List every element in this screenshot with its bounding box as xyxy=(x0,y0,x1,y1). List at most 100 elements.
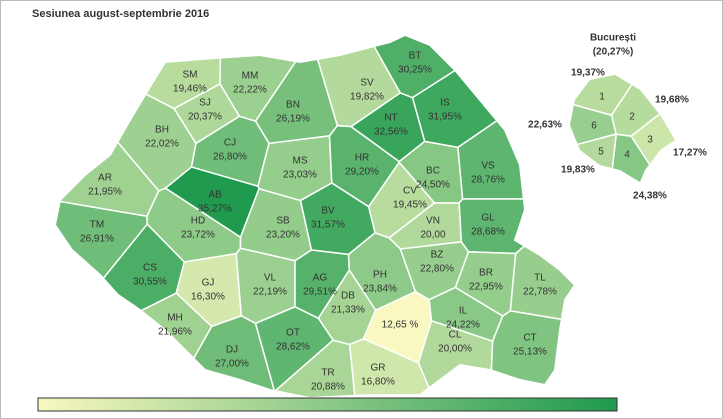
county-value: 21,96% xyxy=(158,327,192,338)
county-value: 22,80% xyxy=(420,264,454,275)
sector xyxy=(570,75,617,182)
county-code: SM xyxy=(183,70,198,81)
county-value: 28,76% xyxy=(471,175,505,186)
county-code: SJ xyxy=(199,98,211,109)
county-value: 23,20% xyxy=(266,230,300,241)
county-code: HD xyxy=(191,216,205,227)
county-value: 21,33% xyxy=(331,305,365,316)
sector-name: 4 xyxy=(624,150,630,161)
county-value: 22,22% xyxy=(233,85,267,96)
county-code: AB xyxy=(208,190,222,201)
county-value: 31,95% xyxy=(428,112,462,123)
sector xyxy=(582,133,675,182)
county-code: VN xyxy=(426,216,440,227)
county-value: 22,95% xyxy=(469,282,503,293)
county xyxy=(349,92,426,163)
county-value: 24,22% xyxy=(446,320,480,331)
county-code: CT xyxy=(523,333,536,344)
county-code: MH xyxy=(167,313,183,324)
county-code: CL xyxy=(449,330,462,341)
county-code: BR xyxy=(479,268,493,279)
sector-value: 19,37% xyxy=(571,68,605,79)
county-code: CS xyxy=(143,263,157,274)
county-code: MS xyxy=(293,156,308,167)
county-code: AR xyxy=(98,173,112,184)
county-value: 28,62% xyxy=(276,342,310,353)
county-value: 26,80% xyxy=(213,152,247,163)
county-value: 29,51% xyxy=(303,287,337,298)
county xyxy=(509,130,575,348)
county-value: 20,00% xyxy=(438,344,472,355)
county-value: 22,78% xyxy=(523,287,557,298)
sector-name: 5 xyxy=(598,147,604,158)
sector-name: 6 xyxy=(591,121,597,132)
county-code: IL xyxy=(459,306,468,317)
county-code: BT xyxy=(409,51,422,62)
county-value: 26,19% xyxy=(276,114,310,125)
county-code: SB xyxy=(276,216,290,227)
county-code: MM xyxy=(242,71,259,82)
county-value: 20,00 xyxy=(420,230,445,241)
county-value: 31,57% xyxy=(311,220,345,231)
county-value: 26,91% xyxy=(80,234,114,245)
color-bar xyxy=(37,397,618,412)
county-code: GJ xyxy=(202,278,215,289)
county-code: TM xyxy=(90,220,104,231)
county-value: 19,46% xyxy=(173,84,207,95)
inset-label: (20,27%) xyxy=(593,47,634,58)
county-value: 29,20% xyxy=(345,167,379,178)
sector-name: 3 xyxy=(647,135,653,146)
county-code: OT xyxy=(286,328,300,339)
county-code: SV xyxy=(360,78,374,89)
county-code: GL xyxy=(481,213,495,224)
county xyxy=(348,337,444,398)
county-value: 27,00% xyxy=(215,359,249,370)
map-title: Sesiunea august-septembrie 2016 xyxy=(32,8,209,20)
county-code: VS xyxy=(481,161,495,172)
county-code: IS xyxy=(440,98,450,109)
county-code: GR xyxy=(371,363,386,374)
county-value: 21,95% xyxy=(88,187,122,198)
county-value: 23,03% xyxy=(283,170,317,181)
county-code: AG xyxy=(313,273,328,284)
county-value: 22,02% xyxy=(145,139,179,150)
sector-value: 22,63% xyxy=(528,120,562,131)
county-value: 22,19% xyxy=(253,287,287,298)
county-value: 35,27% xyxy=(198,204,232,215)
county-code: NT xyxy=(384,113,397,124)
county-value: 23,72% xyxy=(181,230,215,241)
county-code: BH xyxy=(155,125,169,136)
county-value: 12,65 % xyxy=(382,320,419,331)
county-value: 16,80% xyxy=(361,377,395,388)
county-value: 30,25% xyxy=(398,65,432,76)
county-code: TL xyxy=(534,273,546,284)
county-code: BN xyxy=(286,100,300,111)
county-code: DB xyxy=(341,291,355,302)
sector-value: 17,27% xyxy=(673,148,707,159)
county-value: 28,68% xyxy=(471,227,505,238)
county-value: 20,88% xyxy=(311,382,345,393)
sector-name: 1 xyxy=(599,92,605,103)
county-value: 30,55% xyxy=(133,277,167,288)
sector-value: 19,83% xyxy=(561,165,595,176)
county-value: 24,50% xyxy=(416,180,450,191)
county-value: 23,84% xyxy=(363,284,397,295)
labels: SM 19,46% MM 22,22% BT 30,25% SV 19,82% BH 22,02%… xyxy=(80,51,707,393)
county-code: BV xyxy=(321,206,335,217)
county-value: 19,45% xyxy=(393,200,427,211)
sector-value: 24,38% xyxy=(633,191,667,202)
county-value: 25,13% xyxy=(513,347,547,358)
sector-value: 19,68% xyxy=(655,95,689,106)
sector-name: 2 xyxy=(629,112,635,123)
county-value: 20,37% xyxy=(188,112,222,123)
county-code: CJ xyxy=(224,138,236,149)
county-code: PH xyxy=(373,270,387,281)
county-value: 19,82% xyxy=(350,92,384,103)
inset-title: București xyxy=(590,33,636,44)
county-code: BC xyxy=(426,166,440,177)
country-outline xyxy=(53,33,577,400)
county-code: CV xyxy=(403,186,417,197)
county-code: TR xyxy=(321,368,334,379)
